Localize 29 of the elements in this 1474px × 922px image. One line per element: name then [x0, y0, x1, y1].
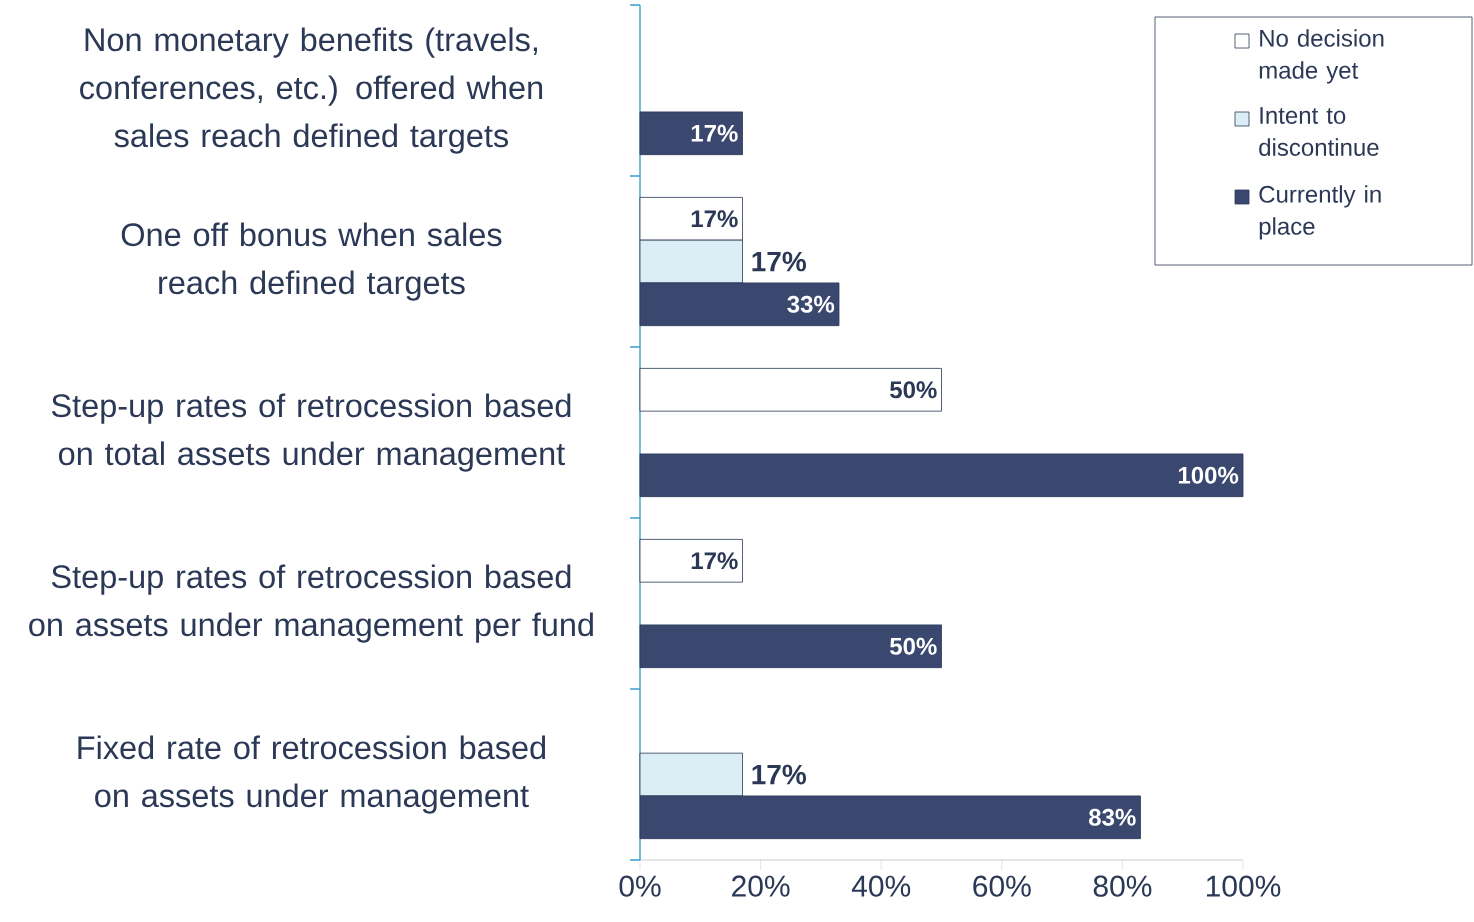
y-tick-label: Fixed rate of retrocession based on assets under management	[78, 735, 546, 814]
x-tick-label: 80%	[1093, 875, 1152, 897]
y-tick-label: Non monetary benefits (travels, conferences, etc.) offered when sales reach defined targets	[80, 27, 543, 154]
x-tick-label: 100%	[1206, 875, 1281, 897]
data-label: 50%	[890, 637, 937, 655]
bar	[639, 111, 743, 156]
legend-label: No decision made yet	[1259, 29, 1384, 84]
bar	[639, 368, 942, 412]
data-label: 100%	[1178, 466, 1239, 484]
data-label: 17%	[691, 552, 738, 570]
x-tick-label: 40%	[851, 875, 911, 897]
data-label: 17%	[752, 251, 806, 272]
data-label: 33%	[787, 295, 835, 313]
y-tick-label: Step-up rates of retrocession based on assets under management per fund	[29, 564, 593, 643]
data-label: 50%	[890, 381, 937, 399]
x-tick-label: 60%	[973, 875, 1031, 897]
bar	[639, 453, 1244, 498]
x-tick-label: 0%	[619, 875, 661, 897]
x-tick-label: 20%	[732, 875, 790, 897]
legend-label: Intent to discontinue	[1259, 107, 1379, 156]
data-label: 17%	[752, 764, 806, 785]
data-label: 17%	[691, 210, 738, 228]
bar	[639, 624, 942, 669]
bar	[639, 539, 743, 583]
y-tick-label: Step-up rates of retrocession based on total assets under management	[51, 393, 571, 472]
legend-label: Currently in place	[1259, 185, 1381, 240]
data-label: 17%	[691, 124, 738, 142]
y-tick-label: One off bonus when sales reach defined targets	[121, 222, 502, 301]
data-label: 83%	[1089, 808, 1136, 826]
